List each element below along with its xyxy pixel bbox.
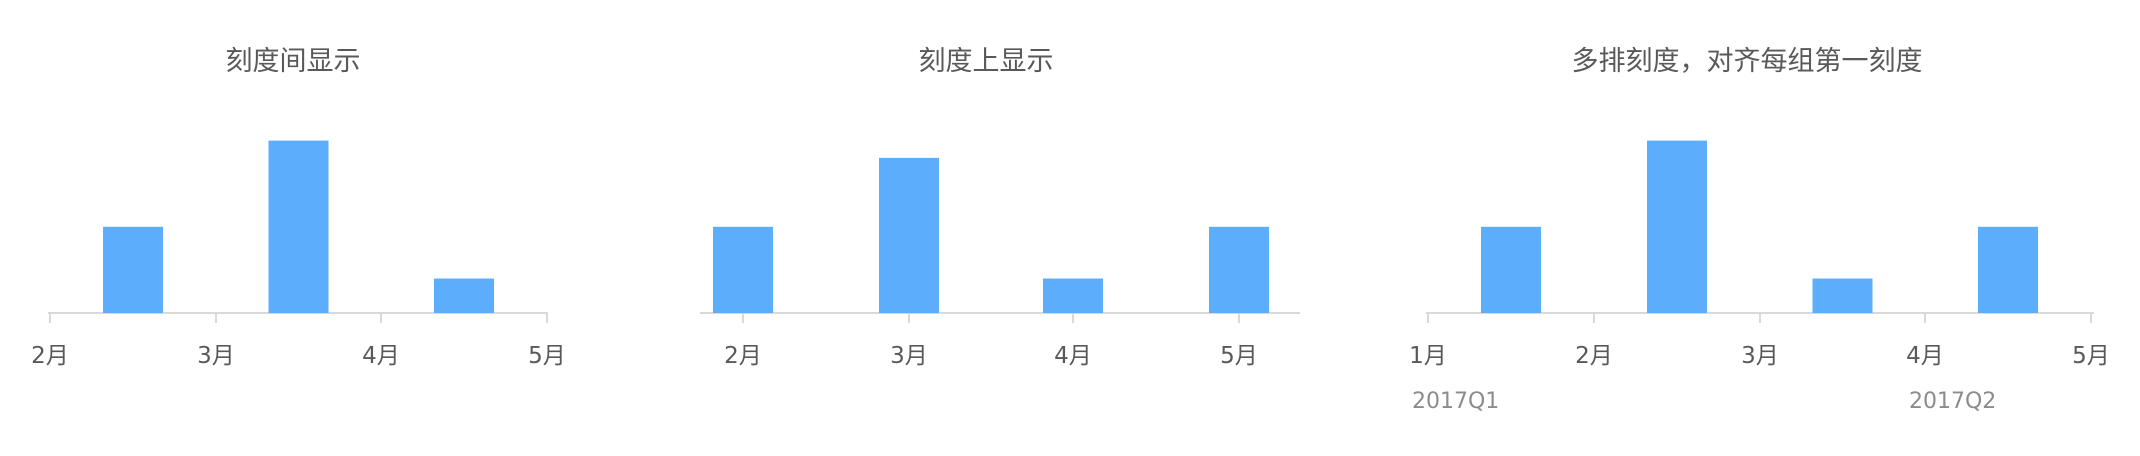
chart-title: 多排刻度，对齐每组第一刻度 <box>1572 46 1923 77</box>
x-tick-label: 4月 <box>1906 343 1944 369</box>
chart-title: 刻度上显示 <box>919 46 1054 77</box>
chart-panel-1: 刻度间显示 2月 3月 4月 5月 <box>31 46 566 369</box>
bar <box>1209 226 1269 313</box>
x-tick-label: 2月 <box>1575 343 1613 369</box>
bar <box>713 226 773 313</box>
x-tick-label: 3月 <box>1741 343 1779 369</box>
bar <box>1481 226 1541 313</box>
bar <box>879 157 939 313</box>
x-tick-label: 5月 <box>528 343 566 369</box>
chart-panel-3: 多排刻度，对齐每组第一刻度 1月 2月 3月 4月 5月 2017Q1 2017Q2 <box>1409 46 2110 414</box>
group-label: 2017Q2 <box>1909 389 1996 414</box>
bar <box>1043 278 1103 313</box>
bar <box>103 226 163 313</box>
x-tick-label: 2月 <box>724 343 762 369</box>
chart-title: 刻度间显示 <box>226 46 361 77</box>
x-tick-label: 3月 <box>890 343 928 369</box>
bar <box>268 140 329 313</box>
bar <box>1647 140 1707 313</box>
bar <box>1978 226 2038 313</box>
group-label: 2017Q1 <box>1412 389 1499 414</box>
bar <box>1812 278 1873 313</box>
x-tick-label: 1月 <box>1409 343 1447 369</box>
x-tick-label: 4月 <box>362 343 400 369</box>
bar <box>434 278 494 313</box>
chart-panel-2: 刻度上显示 2月 3月 4月 5月 <box>700 46 1300 369</box>
x-tick-label: 5月 <box>2072 343 2110 369</box>
x-tick-label: 4月 <box>1054 343 1092 369</box>
x-tick-label: 2月 <box>31 343 69 369</box>
x-tick-label: 3月 <box>197 343 235 369</box>
x-tick-label: 5月 <box>1220 343 1258 369</box>
